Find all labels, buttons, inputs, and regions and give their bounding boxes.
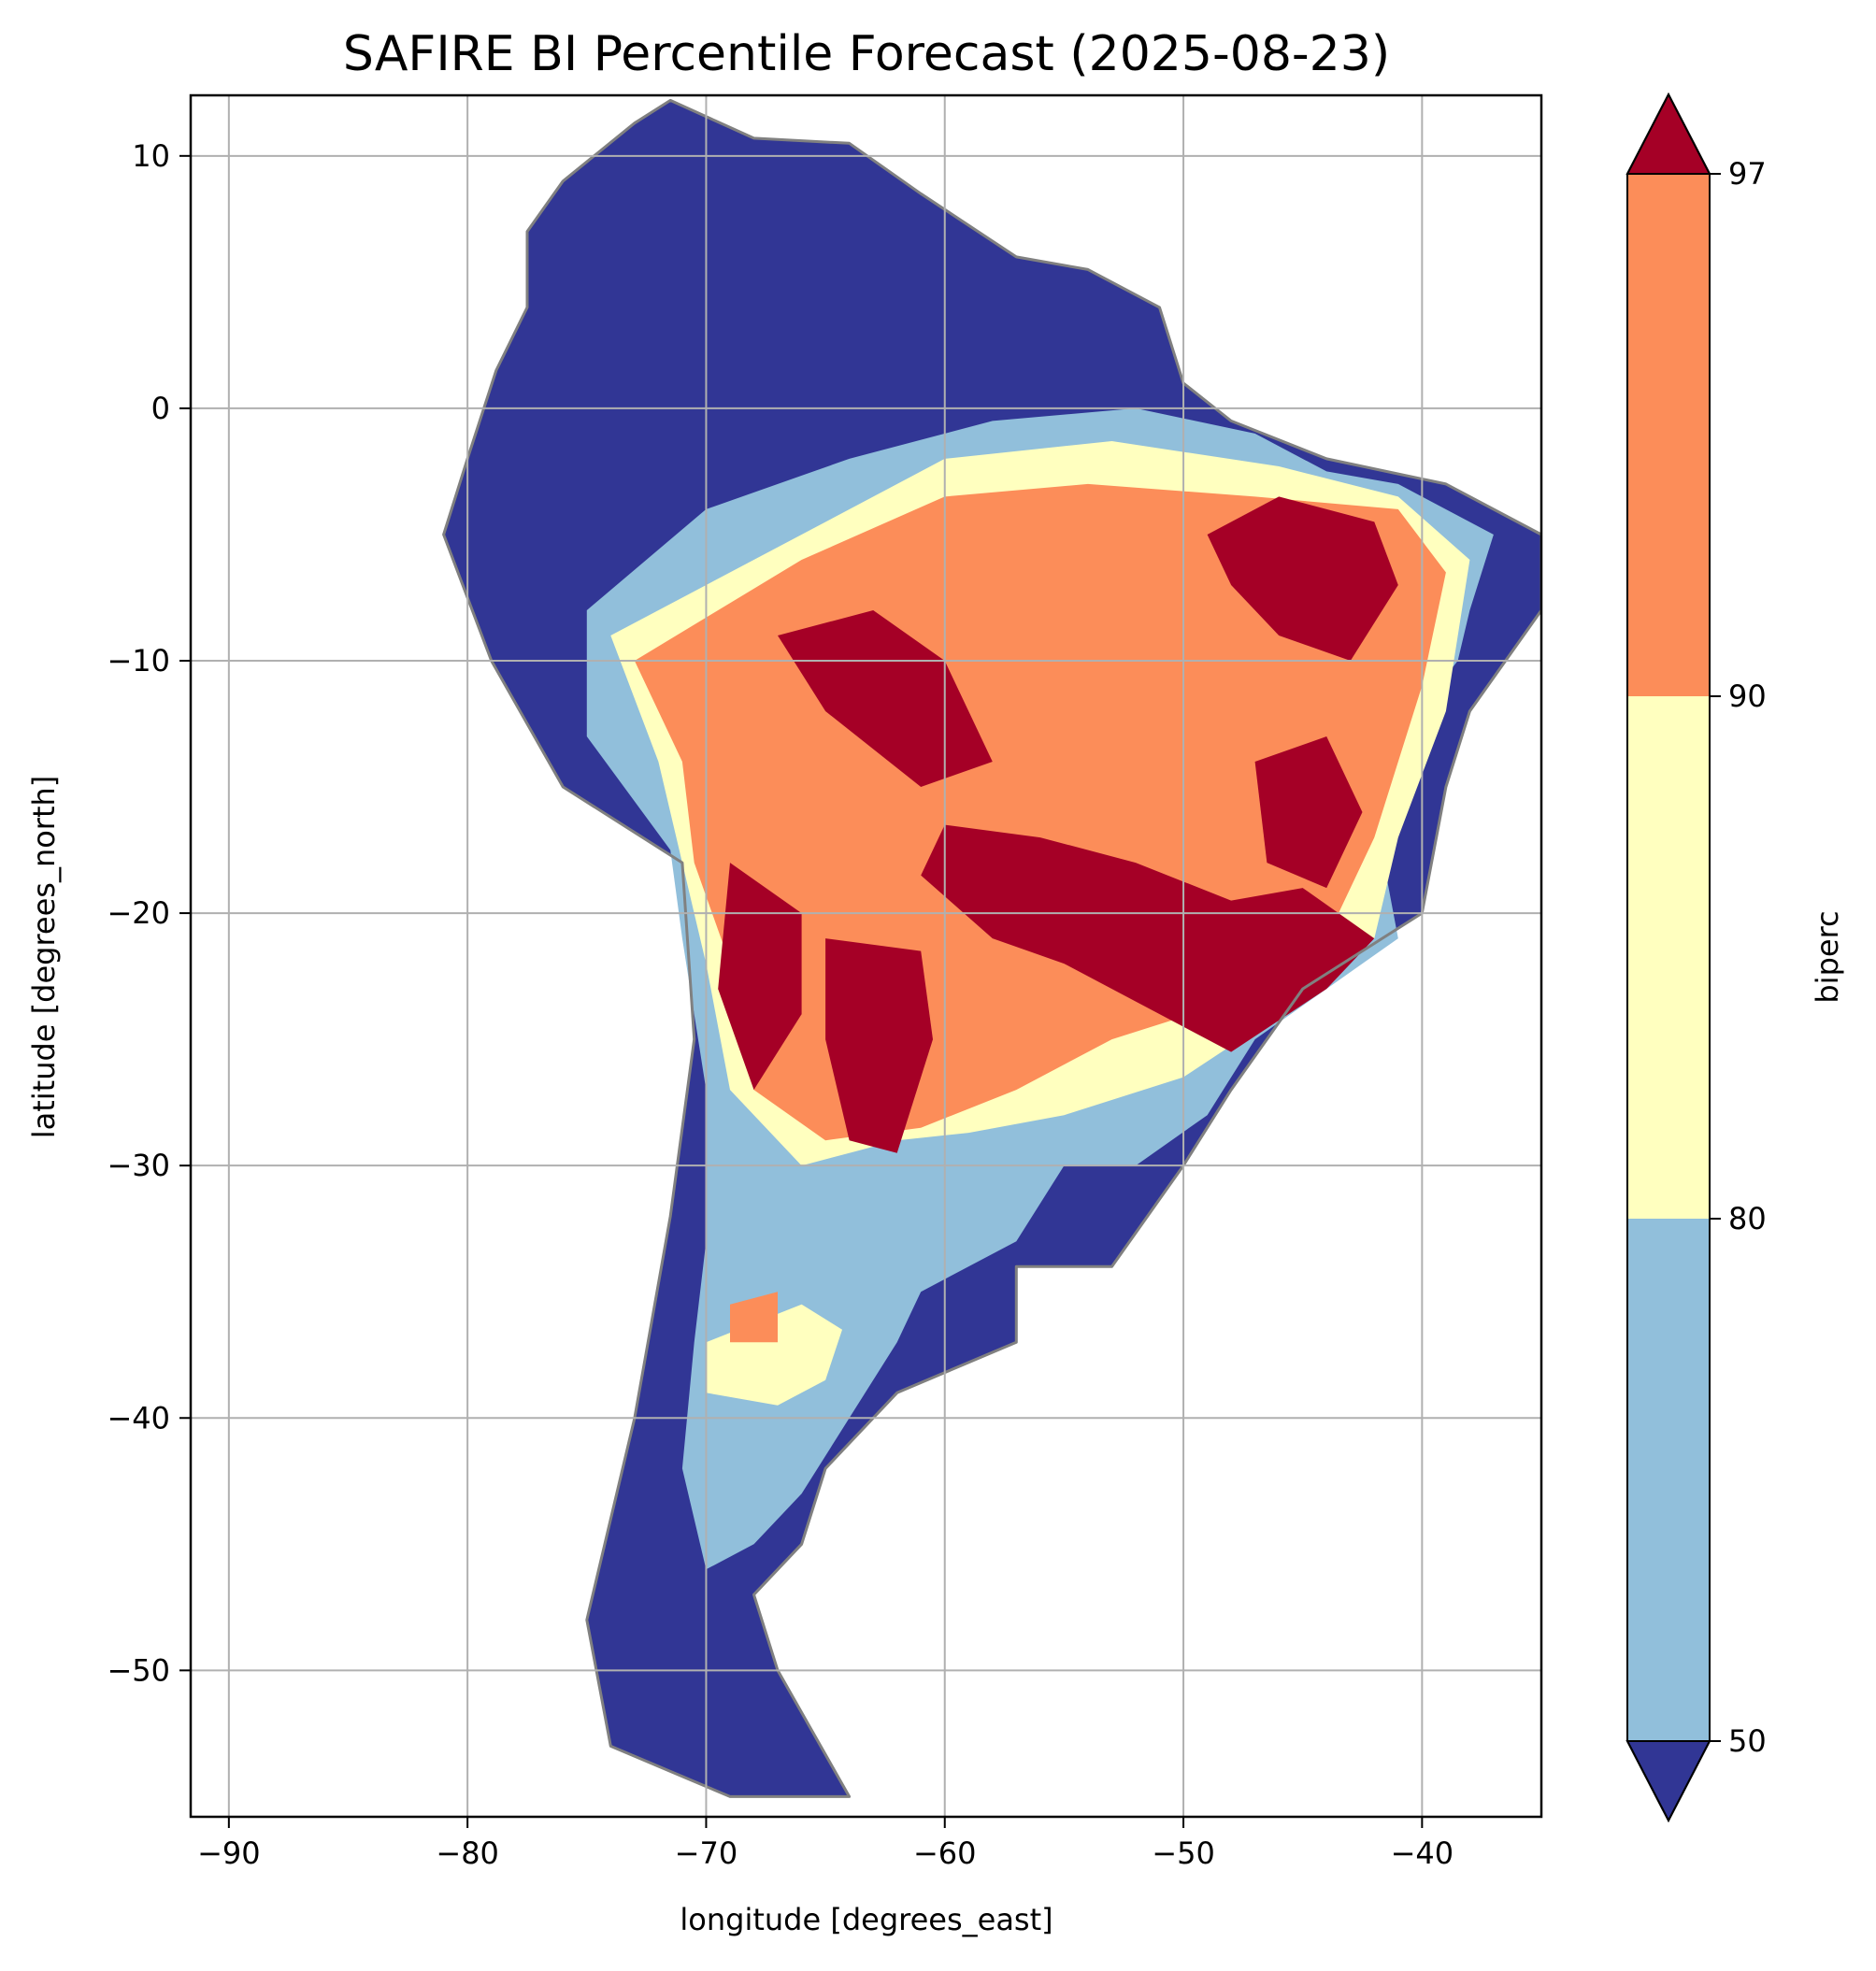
region-90-97-5 (730, 1292, 778, 1343)
y-tick-label-0: 10 (132, 138, 170, 174)
colorbar-label: biperc (1810, 910, 1845, 1003)
region-97-7 (921, 824, 1375, 1052)
map-fill-layer (443, 100, 1541, 1797)
y-axis-ticks: 10 0 −10 −20 −30 −40 −50 (107, 138, 191, 1688)
x-axis-label: longitude [degrees_east] (680, 1902, 1053, 1937)
x-tick-label-3: −60 (913, 1835, 977, 1871)
gridlines (191, 95, 1541, 1817)
x-tick-label-0: −90 (197, 1835, 261, 1871)
region-97-6 (778, 610, 993, 787)
colorbar-segment-0 (1627, 1219, 1710, 1741)
region-97-11 (1254, 736, 1363, 889)
y-tick-label-3: −20 (107, 895, 170, 931)
colorbar: 50 80 90 97 (1625, 92, 1767, 1823)
colorbar-tick-label-0: 50 (1728, 1723, 1767, 1759)
region-97-9 (718, 863, 802, 1091)
region-97-8 (825, 938, 933, 1153)
colorbar-tick-label-3: 97 (1728, 156, 1767, 192)
x-axis-ticks: −90 −80 −70 −60 −50 −40 (197, 1817, 1454, 1871)
colorbar-tick-label-2: 90 (1728, 678, 1767, 714)
y-tick-label-4: −30 (107, 1148, 170, 1183)
colorbar-segment-1 (1627, 696, 1710, 1219)
x-tick-label-4: −50 (1152, 1835, 1215, 1871)
y-tick-label-6: −50 (107, 1652, 170, 1688)
y-tick-label-5: −40 (107, 1400, 170, 1435)
x-tick-label-2: −70 (675, 1835, 738, 1871)
chart-title: SAFIRE BI Percentile Forecast (2025-08-2… (343, 26, 1390, 82)
region-97-10 (1207, 496, 1398, 661)
colorbar-segment-2 (1627, 174, 1710, 696)
x-tick-label-5: −40 (1391, 1835, 1454, 1871)
coastline (442, 98, 1541, 1798)
y-axis-label: latitude [degrees_north] (26, 776, 62, 1139)
y-tick-label-1: 0 (151, 391, 170, 426)
y-tick-label-2: −10 (107, 643, 170, 678)
plot-area (191, 95, 1541, 1817)
country-border-layer (442, 98, 1541, 1798)
colorbar-tick-label-1: 80 (1728, 1201, 1767, 1236)
x-tick-label-1: −80 (436, 1835, 499, 1871)
plot-frame (189, 93, 1543, 1819)
